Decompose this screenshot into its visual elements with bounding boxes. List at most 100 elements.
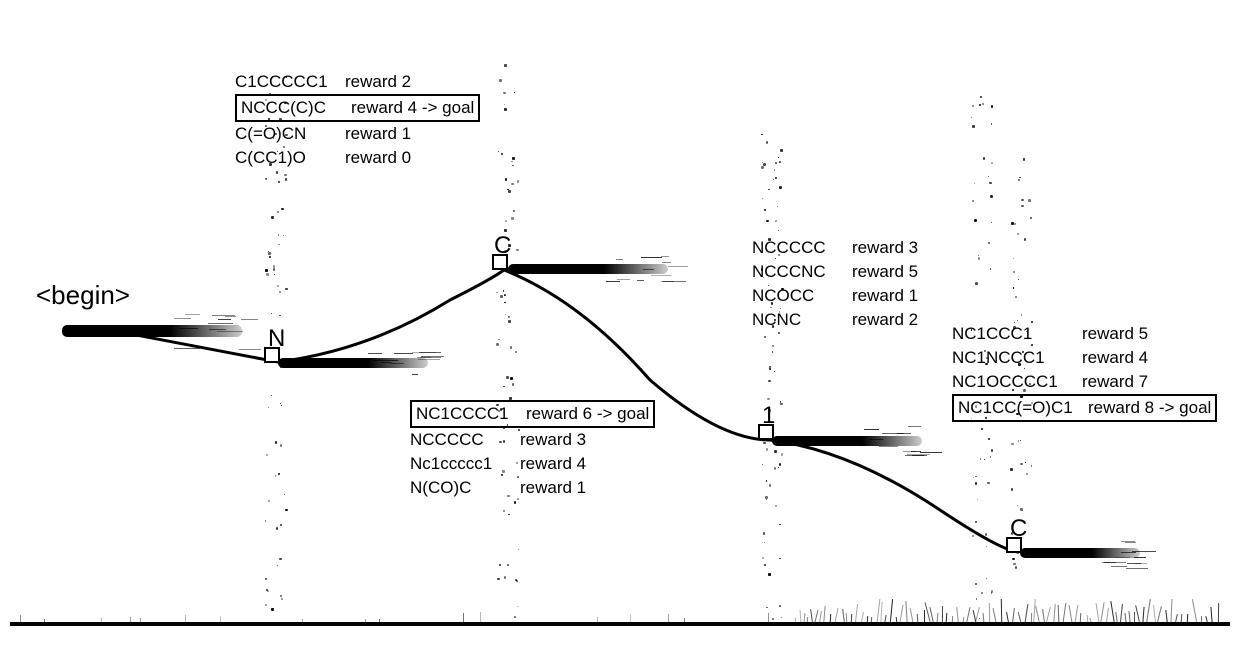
reward-text: reward 2 (345, 70, 411, 94)
grass-blade (463, 613, 464, 622)
brush-fray (662, 262, 671, 263)
brush-fray (617, 279, 630, 280)
smiles-text: NCNC (752, 308, 842, 332)
grass-blade (101, 618, 102, 622)
brush-fray (218, 319, 231, 320)
brush-fray (394, 353, 414, 354)
smiles-text: NCCCNC (752, 260, 842, 284)
reward-text: reward 6 -> goal (526, 402, 649, 426)
brush-fray (905, 455, 927, 456)
reward-row: NCCCNC reward 5 (752, 260, 918, 284)
grass-blade (44, 619, 45, 622)
brush-fray (381, 362, 391, 363)
brush-fray (1121, 552, 1136, 553)
brush-fray (1134, 557, 1145, 558)
brush-fray (661, 256, 669, 257)
brush-fray (241, 319, 258, 320)
block-far-right: NC1CCC1 reward 5NC1NCCC1reward 4NC1OCCCC1… (952, 322, 1217, 422)
scatter-column (496, 50, 520, 618)
grass-blade (130, 617, 131, 622)
brush-fray (212, 315, 235, 316)
grass-blade (1134, 612, 1135, 622)
smiles-text: NC1CCCC1 (416, 402, 516, 426)
reward-row: C(CC1)Oreward 0 (235, 146, 480, 170)
scatter-column (760, 120, 784, 618)
brush-fray (908, 426, 921, 427)
smiles-text: NC1NCCC1 (952, 346, 1072, 370)
brush-fray (668, 266, 689, 267)
reward-text: reward 5 (1082, 322, 1148, 346)
reward-text: reward 1 (345, 122, 411, 146)
brush-fray (661, 281, 674, 282)
brush-fray (209, 329, 227, 330)
reward-text: reward 5 (852, 260, 918, 284)
reward-text: reward 7 (1082, 370, 1148, 394)
brush-fray (606, 281, 620, 282)
smiles-text: NC1CC(=O)C1 (958, 396, 1078, 420)
brush-fray (641, 257, 662, 258)
smiles-text: NC1OCCCC1 (952, 370, 1072, 394)
ground-line (10, 622, 1230, 626)
brush-fray (616, 259, 624, 260)
node-label-one: 1 (762, 402, 775, 430)
begin-label: <begin> (36, 280, 130, 311)
smiles-text: NCOCC (752, 284, 842, 308)
grass-blade (668, 614, 669, 622)
reward-row: NCNCreward 2 (752, 308, 918, 332)
smiles-text: C1CCCCC1 (235, 70, 335, 94)
brush-fray (412, 352, 436, 353)
brush-stroke (278, 358, 428, 368)
smiles-text: NCCCCC (752, 236, 842, 260)
grass-blade (768, 613, 769, 622)
grass-blade (480, 612, 481, 622)
smiles-text: NCCC(C)C (241, 96, 341, 120)
grass-blade (365, 619, 366, 622)
brush-fray (897, 433, 911, 434)
brush-fray (869, 439, 883, 440)
reward-row: C(=O)CNreward 1 (235, 122, 480, 146)
grass-blade (795, 618, 796, 622)
reward-row: NCCC(C)C reward 4 -> goal (235, 94, 480, 122)
node-label-C1: C (494, 232, 511, 260)
grass-blade (1201, 616, 1202, 622)
smiles-text: NC1CCC1 (952, 322, 1072, 346)
brush-fray (417, 357, 441, 358)
brush-fray (373, 360, 399, 361)
brush-fray (651, 275, 671, 276)
reward-row: NCCCCCreward 3 (410, 428, 655, 452)
brush-fray (864, 429, 879, 430)
smiles-text: N(CO)C (410, 476, 510, 500)
brush-fray (637, 280, 644, 281)
grass-blade (220, 616, 221, 622)
brush-fray (174, 318, 191, 319)
grass-blade (597, 617, 598, 622)
brush-fray (1111, 566, 1127, 567)
grass-blade (1000, 599, 1001, 622)
grass-blade (952, 616, 953, 622)
brush-stroke (772, 436, 922, 446)
block-right-upper: NCCCCCreward 3NCCCNCreward 5NCOCCreward … (752, 236, 918, 332)
brush-fray (1127, 563, 1140, 564)
reward-row: C1CCCCC1 reward 2 (235, 70, 480, 94)
brush-fray (1121, 541, 1135, 542)
reward-text: reward 4 -> goal (351, 96, 474, 120)
reward-text: reward 4 (520, 452, 586, 476)
smiles-text: C(CC1)O (235, 146, 335, 170)
grass-blade (630, 614, 631, 622)
brush-fray (239, 349, 262, 350)
reward-text: reward 3 (852, 236, 918, 260)
brush-fray (418, 359, 440, 360)
grass-blade (20, 615, 21, 622)
node-label-C2: C (1010, 515, 1027, 543)
brush-fray (368, 353, 382, 354)
grass-blade (302, 619, 303, 622)
brush-fray (390, 363, 403, 364)
brush-fray (1102, 562, 1125, 563)
grass-blade (140, 618, 141, 622)
brush-fray (1115, 557, 1130, 558)
brush-fray (185, 314, 200, 315)
reward-row: NC1NCCC1reward 4 (952, 346, 1217, 370)
reward-row: N(CO)Creward 1 (410, 476, 655, 500)
reward-row: NCCCCC reward 3 (752, 236, 918, 260)
reward-row: NC1OCCCC1 reward 7 (952, 370, 1217, 394)
